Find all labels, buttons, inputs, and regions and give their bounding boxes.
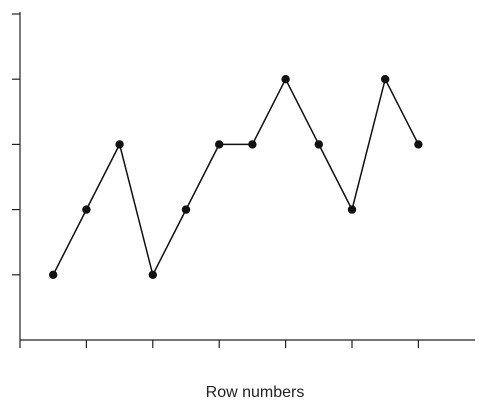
series-layer [49,75,423,279]
data-point [148,270,157,279]
data-point [281,75,290,84]
data-point [248,140,257,149]
data-point [414,140,423,149]
data-point [115,140,124,149]
data-point [347,205,357,214]
x-axis-label: Row numbers [206,384,305,401]
data-point [381,75,390,84]
series-line [52,77,420,277]
data-point [215,140,224,149]
data-point [314,140,323,149]
data-point [82,205,91,214]
data-point [49,270,58,279]
y-axis-ticks [12,13,20,276]
data-point [181,205,191,214]
x-axis-ticks [19,340,419,348]
